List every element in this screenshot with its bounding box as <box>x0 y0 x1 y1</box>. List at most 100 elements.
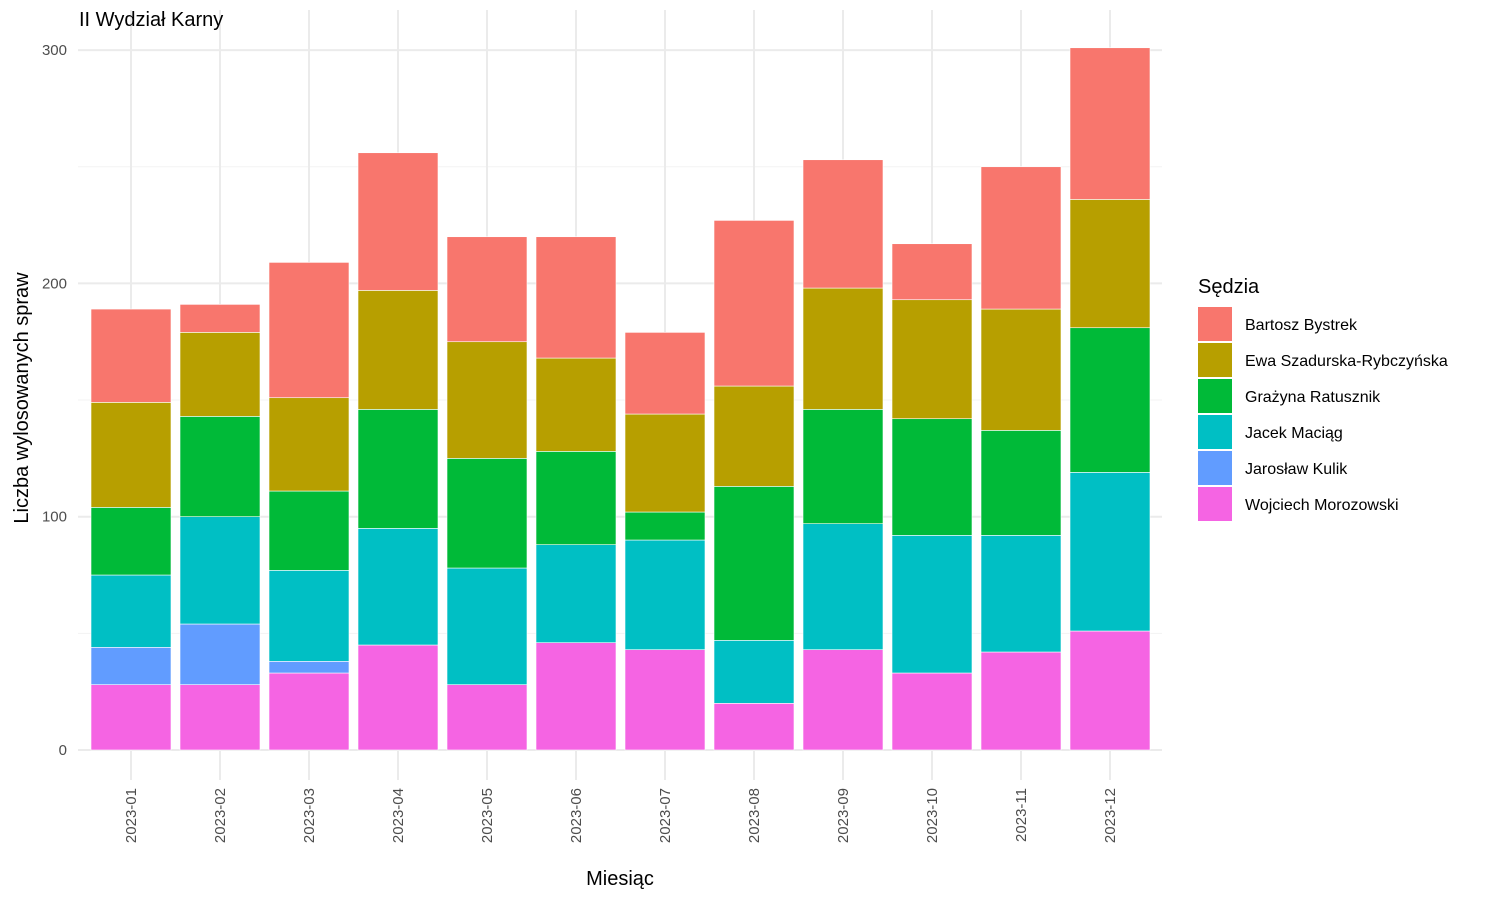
y-tick-label: 200 <box>42 275 67 292</box>
x-tick-label: 2023-09 <box>835 788 852 843</box>
bar-segment <box>1069 327 1151 473</box>
bar-segment <box>713 220 795 387</box>
bar-segment <box>980 166 1062 310</box>
bar-segment <box>980 651 1062 751</box>
x-tick-label: 2023-11 <box>1013 788 1030 842</box>
y-tick-label: 300 <box>42 42 67 59</box>
y-tick-label: 100 <box>42 509 67 526</box>
legend-label: Jarosław Kulik <box>1245 461 1348 478</box>
bar-segment <box>179 416 261 518</box>
bar-segment <box>802 649 884 751</box>
bar-segment <box>624 649 706 751</box>
bar-segment <box>713 640 795 704</box>
legend-swatch <box>1198 307 1232 341</box>
y-axis-title: Liczba wylosowanych spraw <box>11 272 33 524</box>
x-tick-label: 2023-03 <box>301 788 318 843</box>
bar-segment <box>1069 199 1151 329</box>
bar-segment <box>891 299 973 420</box>
bar-segment <box>624 511 706 541</box>
bar-segment <box>624 539 706 650</box>
bar-segment <box>357 644 439 751</box>
bar-segment <box>357 409 439 529</box>
legend-label: Ewa Szadurska-Rybczyńska <box>1245 353 1448 370</box>
bar-segment <box>90 647 172 685</box>
bar-segment <box>268 490 350 571</box>
bar-segment <box>90 507 172 576</box>
y-axis-ticks: 0 100 200 300 <box>42 42 67 759</box>
legend-swatch <box>1198 343 1232 377</box>
bar-segment <box>90 402 172 508</box>
legend: Sędzia Bartosz Bystrek Ewa Szadurska-Rybc… <box>1198 276 1448 521</box>
bar-segment <box>891 672 973 751</box>
bar-segment <box>802 523 884 650</box>
legend-label: Jacek Maciąg <box>1245 425 1343 442</box>
bar-segment <box>268 672 350 751</box>
bar-segment <box>713 486 795 641</box>
bar-segment <box>179 304 261 333</box>
x-axis-title: Miesiąc <box>586 868 654 890</box>
legend-label: Grażyna Ratusznik <box>1245 389 1381 406</box>
bar-segment <box>535 642 617 751</box>
x-axis-ticks: 2023-01 2023-02 2023-03 2023-04 2023-05 2023-… <box>123 788 1119 843</box>
bar-segment <box>357 528 439 646</box>
bar-segment <box>535 544 617 643</box>
bar-segment <box>268 262 350 399</box>
bar-segment <box>268 661 350 674</box>
bar-segment <box>980 308 1062 431</box>
bar-segment <box>179 623 261 685</box>
bar-segment <box>90 574 172 648</box>
bar-segment <box>713 703 795 751</box>
bar-segment <box>535 451 617 545</box>
bar-segment <box>1069 630 1151 751</box>
bar-segment <box>90 684 172 751</box>
bar-segment <box>179 684 261 751</box>
bar-segment <box>90 308 172 403</box>
x-tick-label: 2023-08 <box>746 788 763 843</box>
bar-segment <box>891 418 973 536</box>
bar-segment <box>802 287 884 410</box>
chart-title: II Wydział Karny <box>79 9 223 31</box>
legend-label: Bartosz Bystrek <box>1245 317 1358 334</box>
bar-segment <box>891 243 973 301</box>
bar-segment <box>1069 472 1151 632</box>
x-tick-label: 2023-02 <box>212 788 229 843</box>
bar-segment <box>535 357 617 452</box>
bar-segment <box>446 567 528 685</box>
bar-segment <box>179 516 261 625</box>
x-tick-label: 2023-07 <box>657 788 674 843</box>
bar-segment <box>357 152 439 291</box>
x-tick-label: 2023-04 <box>390 788 407 843</box>
x-tick-label: 2023-06 <box>568 788 585 843</box>
bar-segment <box>179 332 261 417</box>
x-tick-label: 2023-05 <box>479 788 496 843</box>
bar-segment <box>535 236 617 359</box>
bar-segment <box>268 397 350 492</box>
bar-segment <box>980 535 1062 653</box>
bars <box>90 47 1151 751</box>
bar-segment <box>713 385 795 487</box>
legend-title: Sędzia <box>1198 276 1260 298</box>
bar-segment <box>624 413 706 513</box>
legend-swatch <box>1198 415 1232 449</box>
legend-swatch <box>1198 487 1232 521</box>
bar-segment <box>891 535 973 674</box>
bar-segment <box>357 290 439 410</box>
x-tick-label: 2023-01 <box>123 788 140 843</box>
bar-segment <box>446 458 528 569</box>
bar-segment <box>802 409 884 524</box>
x-tick-label: 2023-12 <box>1102 788 1119 843</box>
bar-segment <box>802 159 884 289</box>
bar-segment <box>446 684 528 751</box>
legend-label: Wojciech Morozowski <box>1245 497 1399 514</box>
bar-segment <box>1069 47 1151 200</box>
bar-segment <box>446 236 528 343</box>
bar-segment <box>624 332 706 415</box>
y-tick-label: 0 <box>59 742 67 759</box>
legend-swatch <box>1198 379 1232 413</box>
x-tick-label: 2023-10 <box>924 788 941 843</box>
bar-segment <box>980 430 1062 536</box>
bar-segment <box>268 570 350 662</box>
bar-segment <box>446 341 528 459</box>
legend-swatch <box>1198 451 1232 485</box>
